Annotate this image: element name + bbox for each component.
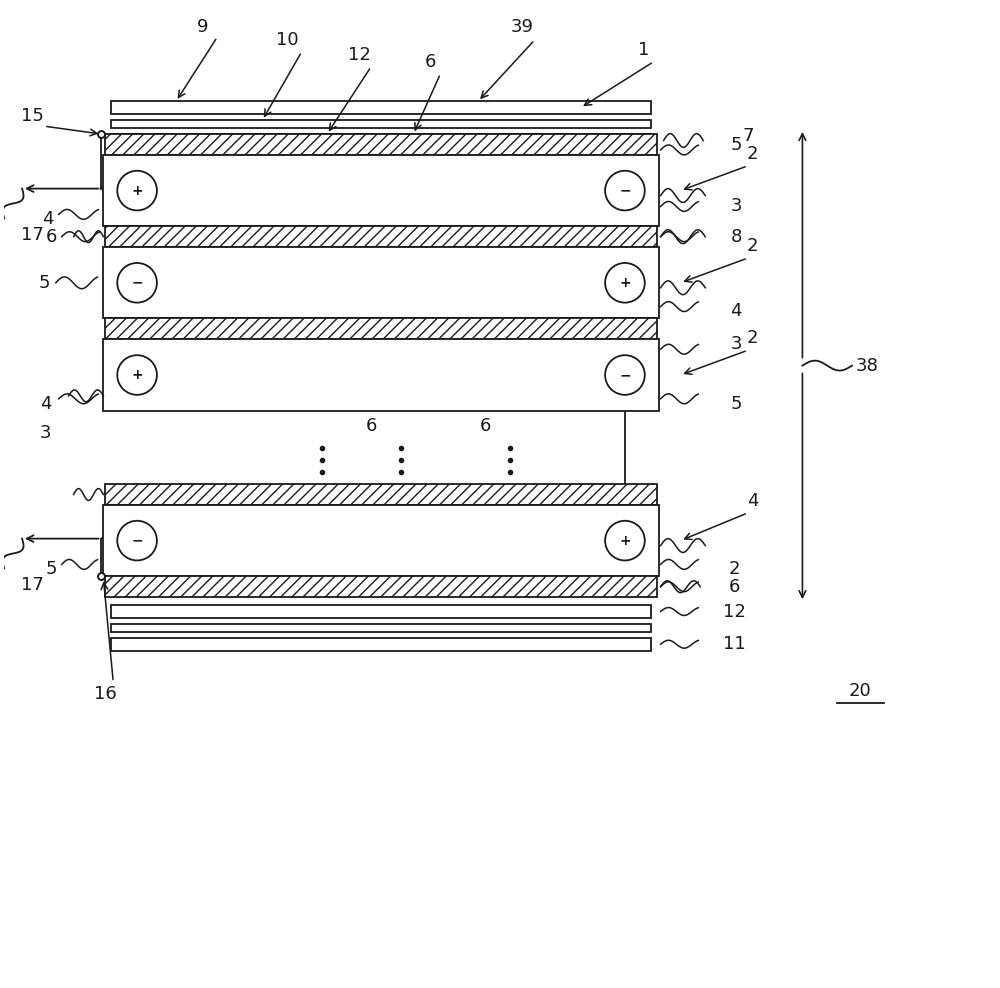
Bar (105, 484, 657, 505)
Text: 3: 3 (40, 424, 52, 442)
Circle shape (117, 171, 157, 210)
Text: 8: 8 (730, 227, 742, 246)
Text: +: + (619, 534, 631, 547)
Text: 11: 11 (723, 635, 745, 653)
Bar (103, 505, 659, 576)
Text: 2: 2 (728, 560, 740, 578)
Text: 6: 6 (425, 52, 436, 71)
Text: 17: 17 (21, 576, 43, 594)
Bar (103, 155, 659, 226)
Text: +: + (619, 276, 631, 289)
Circle shape (605, 171, 645, 210)
Text: −: − (131, 276, 143, 289)
Text: 10: 10 (276, 31, 298, 48)
Text: 5: 5 (46, 560, 58, 578)
Bar (105, 226, 657, 247)
Text: 6: 6 (365, 417, 377, 435)
Bar (111, 638, 651, 651)
Text: 12: 12 (348, 45, 371, 64)
Text: −: − (619, 184, 631, 198)
Bar (105, 134, 657, 155)
Bar (111, 121, 651, 128)
Text: 2: 2 (747, 329, 759, 348)
Text: 5: 5 (730, 136, 742, 154)
Text: 4: 4 (747, 492, 759, 510)
Text: 39: 39 (510, 18, 533, 36)
Circle shape (605, 355, 645, 395)
Circle shape (117, 355, 157, 395)
Bar (103, 339, 659, 411)
Circle shape (605, 521, 645, 560)
Text: 6: 6 (728, 578, 740, 596)
Bar (105, 576, 657, 597)
Bar (105, 318, 657, 339)
Text: 2: 2 (747, 145, 759, 163)
Text: 17: 17 (21, 226, 43, 244)
Bar (111, 134, 651, 147)
Text: 9: 9 (197, 18, 208, 36)
Text: 12: 12 (723, 603, 745, 620)
Text: 7: 7 (742, 126, 754, 144)
Text: 6: 6 (46, 227, 57, 246)
Text: −: − (131, 534, 143, 547)
Text: 4: 4 (40, 395, 52, 413)
Text: 5: 5 (38, 274, 50, 291)
Text: 20: 20 (849, 683, 871, 700)
Text: 15: 15 (21, 108, 43, 125)
Text: −: − (619, 368, 631, 382)
Text: 5: 5 (730, 395, 742, 413)
Bar (111, 102, 651, 115)
Text: +: + (131, 184, 143, 198)
Bar (111, 623, 651, 632)
Text: 38: 38 (855, 357, 878, 374)
Text: 3: 3 (730, 335, 742, 354)
Bar (103, 247, 659, 318)
Text: 1: 1 (638, 41, 649, 58)
Circle shape (605, 263, 645, 302)
Circle shape (117, 521, 157, 560)
Text: 6: 6 (479, 417, 491, 435)
Text: 2: 2 (747, 237, 759, 255)
Text: 3: 3 (730, 198, 742, 215)
Bar (111, 605, 651, 618)
Text: 4: 4 (730, 301, 742, 319)
Text: +: + (131, 368, 143, 382)
Text: 16: 16 (94, 686, 117, 703)
Circle shape (117, 263, 157, 302)
Text: 4: 4 (42, 210, 54, 228)
